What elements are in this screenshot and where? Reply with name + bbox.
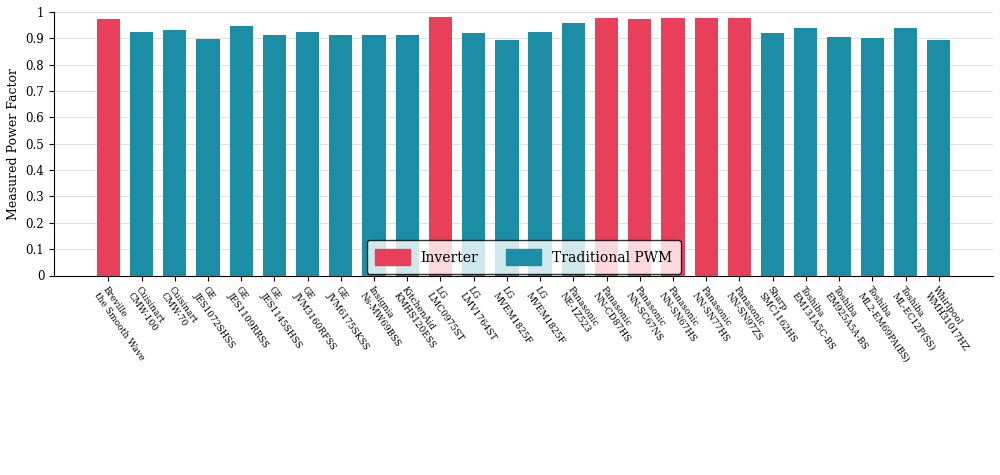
Bar — [97, 19, 120, 275]
Bar — [528, 32, 552, 276]
Legend: Inverter, Traditional PWM: Inverter, Traditional PWM — [367, 240, 681, 274]
Bar — [396, 35, 419, 276]
Y-axis label: Measured Power Factor: Measured Power Factor — [7, 68, 20, 220]
Bar — [927, 39, 950, 275]
Bar — [794, 28, 817, 275]
Bar — [329, 35, 352, 276]
Bar — [827, 37, 851, 276]
Bar — [230, 26, 253, 276]
Bar — [628, 19, 651, 275]
Bar — [429, 17, 452, 276]
Bar — [761, 33, 784, 276]
Bar — [263, 35, 286, 276]
Bar — [163, 30, 186, 276]
Bar — [861, 38, 884, 276]
Bar — [462, 32, 485, 276]
Bar — [296, 32, 319, 276]
Bar — [196, 38, 220, 276]
Bar — [362, 36, 386, 276]
Bar — [894, 28, 917, 275]
Bar — [728, 18, 751, 275]
Bar — [562, 23, 585, 275]
Bar — [495, 40, 519, 276]
Bar — [130, 32, 153, 275]
Bar — [595, 18, 618, 276]
Bar — [695, 18, 718, 276]
Bar — [661, 18, 685, 275]
